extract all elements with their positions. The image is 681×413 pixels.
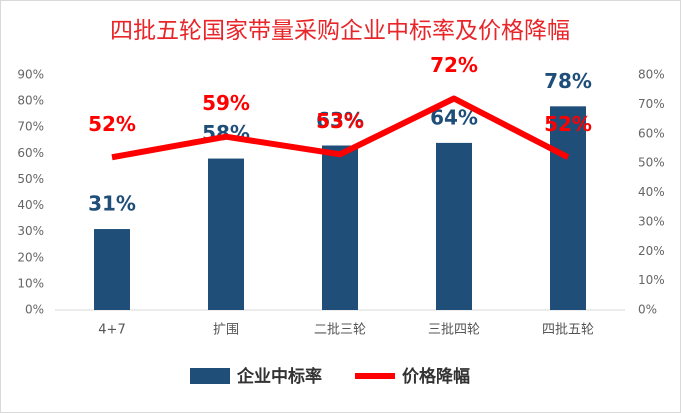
y2-tick-label: 10% xyxy=(638,273,665,287)
y-tick-label: 50% xyxy=(17,172,44,186)
y2-tick-label: 0% xyxy=(638,303,657,317)
y2-tick-label: 20% xyxy=(638,244,665,258)
line-value-label: 72% xyxy=(430,53,478,77)
y-tick-label: 40% xyxy=(17,198,44,212)
line-value-label: 59% xyxy=(202,91,250,115)
y2-tick-label: 50% xyxy=(638,156,665,170)
y2-tick-label: 30% xyxy=(638,214,665,228)
y2-tick-label: 70% xyxy=(638,97,665,111)
bar xyxy=(208,158,244,310)
bar-value-label: 63% xyxy=(316,108,364,132)
line-value-label: 52% xyxy=(88,112,136,136)
bar-value-label: 31% xyxy=(88,192,136,216)
x-tick-label: 二批三轮 xyxy=(314,323,366,338)
legend-label: 价格降幅 xyxy=(402,366,470,387)
y2-tick-label: 80% xyxy=(638,68,665,82)
y2-tick-label: 40% xyxy=(638,185,665,199)
line-value-label: 52% xyxy=(544,112,592,136)
y-tick-label: 70% xyxy=(17,120,44,134)
bar xyxy=(436,142,472,310)
bar xyxy=(550,106,586,310)
y-tick-label: 30% xyxy=(17,224,44,238)
line xyxy=(111,95,570,161)
legend-swatch xyxy=(190,368,230,384)
x-tick-label: 三批四轮 xyxy=(428,323,480,338)
bar xyxy=(322,145,358,310)
y-tick-label: 80% xyxy=(17,94,44,108)
bar-value-label: 78% xyxy=(544,69,592,93)
y-tick-label: 10% xyxy=(17,276,44,290)
bar xyxy=(94,229,130,310)
x-tick-label: 4+7 xyxy=(98,323,125,338)
x-tick-label: 扩围 xyxy=(213,323,239,338)
y-tick-label: 0% xyxy=(25,303,44,317)
chart-title: 四批五轮国家带量采购企业中标率及价格降幅 xyxy=(110,18,570,44)
legend-label: 企业中标率 xyxy=(236,366,322,387)
y2-tick-label: 60% xyxy=(638,126,665,140)
y-tick-label: 90% xyxy=(17,68,44,82)
y-tick-label: 20% xyxy=(17,250,44,264)
x-tick-label: 四批五轮 xyxy=(542,323,594,338)
y-tick-label: 60% xyxy=(17,146,44,160)
line-value-label: 53% xyxy=(316,109,364,133)
